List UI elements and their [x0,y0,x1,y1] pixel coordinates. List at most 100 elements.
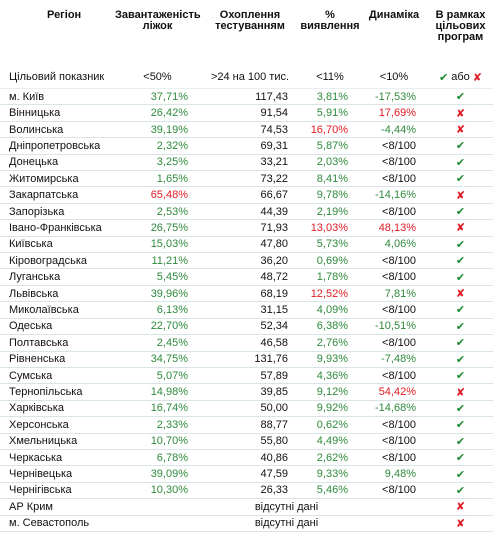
target-legend: ✔ або ✘ [428,71,493,84]
testing-cell: 88,77 [260,418,288,431]
cross-icon: ✘ [455,517,466,530]
occupancy-cell: 15,03% [150,238,188,251]
table-row: Івано-Франківська 26,75% 71,93 13,03% 48,13%… [0,220,493,237]
dynamics-cell: <8/100 [382,156,416,169]
detection-cell: 5,73% [316,238,348,251]
occupancy-cell: 14,98% [150,386,188,399]
program-status-cell: ✔ [428,402,493,415]
testing-cell: 47,80 [260,238,288,251]
program-status-cell: ✘ [428,221,493,234]
dynamics-cell: -10,51% [375,320,416,333]
dynamics-cell: 7,81% [384,287,416,300]
occupancy-cell: 26,75% [150,221,188,234]
region-name: Миколаївська [9,303,79,316]
occupancy-cell: 39,19% [150,123,188,136]
table-row: Хмельницька 10,70% 55,80 4,49% <8/100 ✔ [0,434,493,450]
occupancy-cell: 16,74% [150,402,188,415]
program-status-cell: ✘ [428,123,493,136]
testing-cell: 66,67 [260,189,288,202]
dynamics-cell: <8/100 [382,418,416,431]
program-status-cell: ✔ [428,484,493,497]
testing-cell: 46,58 [260,336,288,349]
occupancy-cell: 2,53% [156,205,188,218]
occupancy-cell: 34,75% [150,353,188,366]
header-dynamics: Динаміка [368,9,420,21]
region-name: Чернівецька [9,468,73,481]
dynamics-cell: <8/100 [382,451,416,464]
region-name: Черкаська [9,451,63,464]
no-data-cell: відсутні дані [254,517,319,530]
detection-cell: 2,76% [316,336,348,349]
cross-icon: ✘ [455,386,466,399]
testing-cell: 39,85 [260,386,288,399]
region-name: Кіровоградська [9,254,87,267]
region-name: Запорізька [9,205,65,218]
dynamics-cell: <8/100 [382,369,416,382]
program-status-cell: ✔ [428,369,493,382]
program-status-cell: ✘ [428,500,493,513]
check-icon: ✔ [455,484,466,497]
occupancy-cell: 10,70% [150,435,188,448]
detection-cell: 0,62% [316,418,348,431]
testing-cell: 36,20 [260,254,288,267]
region-name: Полтавська [9,336,69,349]
testing-cell: 50,00 [260,402,288,415]
dynamics-cell: 17,69% [378,107,416,120]
legend-or: або [451,71,470,83]
header-testing: Охоплення тестуванням [215,9,285,32]
occupancy-cell: 2,32% [156,139,188,152]
dynamics-cell: <8/100 [382,139,416,152]
region-name: Херсонська [9,418,69,431]
testing-cell: 47,59 [260,468,288,481]
region-name: м. Севастополь [9,517,90,530]
table-row: Сумська 5,07% 57,89 4,36% <8/100 ✔ [0,368,493,385]
testing-cell: 73,22 [260,172,288,185]
check-icon: ✔ [455,156,466,169]
dynamics-cell: 9,48% [384,468,416,481]
table-row: м. Київ 37,71% 117,43 3,81% -17,53% ✔ [0,89,493,106]
region-name: Тернопільська [9,386,83,399]
detection-cell: 5,87% [316,139,348,152]
program-status-cell: ✘ [428,517,493,530]
table-body: м. Київ 37,71% 117,43 3,81% -17,53% ✔ Вінницьк… [0,89,493,532]
detection-cell: 9,12% [316,386,348,399]
detection-cell: 2,62% [316,451,348,464]
check-icon: ✔ [455,271,466,284]
check-icon: ✔ [455,255,466,268]
program-status-cell: ✔ [428,336,493,349]
header-programs: В рамках цільових програм [435,9,486,43]
occupancy-cell: 22,70% [150,320,188,333]
detection-cell: 9,93% [316,353,348,366]
table-row: Одеська 22,70% 52,34 6,38% -10,51% ✔ [0,319,493,336]
dynamics-cell: 48,13% [378,221,416,234]
dynamics-cell: -4,44% [381,123,416,136]
testing-cell: 117,43 [255,90,288,103]
program-status-cell: ✔ [428,90,493,103]
table-row: Чернігівська 10,30% 26,33 5,46% <8/100 ✔ [0,483,493,500]
region-name: Донецька [9,156,59,169]
dynamics-cell: <8/100 [382,254,416,267]
program-status-cell: ✔ [428,156,493,169]
dynamics-cell: <8/100 [382,435,416,448]
check-icon: ✔ [455,435,466,448]
program-status-cell: ✘ [428,287,493,300]
occupancy-cell: 2,33% [156,418,188,431]
testing-cell: 48,72 [260,271,288,284]
cross-icon: ✘ [455,222,466,235]
region-name: Львівська [9,287,59,300]
occupancy-cell: 11,21% [151,254,189,267]
dynamics-cell: <8/100 [382,484,416,497]
table-row: Херсонська 2,33% 88,77 0,62% <8/100 ✔ [0,417,493,434]
region-name: Рівненська [9,353,66,366]
detection-cell: 4,09% [316,303,348,316]
cross-icon: ✘ [472,71,482,84]
detection-cell: 2,19% [316,205,348,218]
region-name: Івано-Франківська [9,221,102,234]
table-row: Рівненська 34,75% 131,76 9,93% -7,48% ✔ [0,352,493,368]
table-row: Київська 15,03% 47,80 5,73% 4,06% ✔ [0,237,493,254]
table-row: Черкаська 6,78% 40,86 2,62% <8/100 ✔ [0,450,493,467]
region-name: м. Київ [9,90,45,103]
dynamics-cell: -7,48% [381,353,416,366]
dynamics-cell: <8/100 [382,336,416,349]
detection-cell: 16,70% [310,123,348,136]
